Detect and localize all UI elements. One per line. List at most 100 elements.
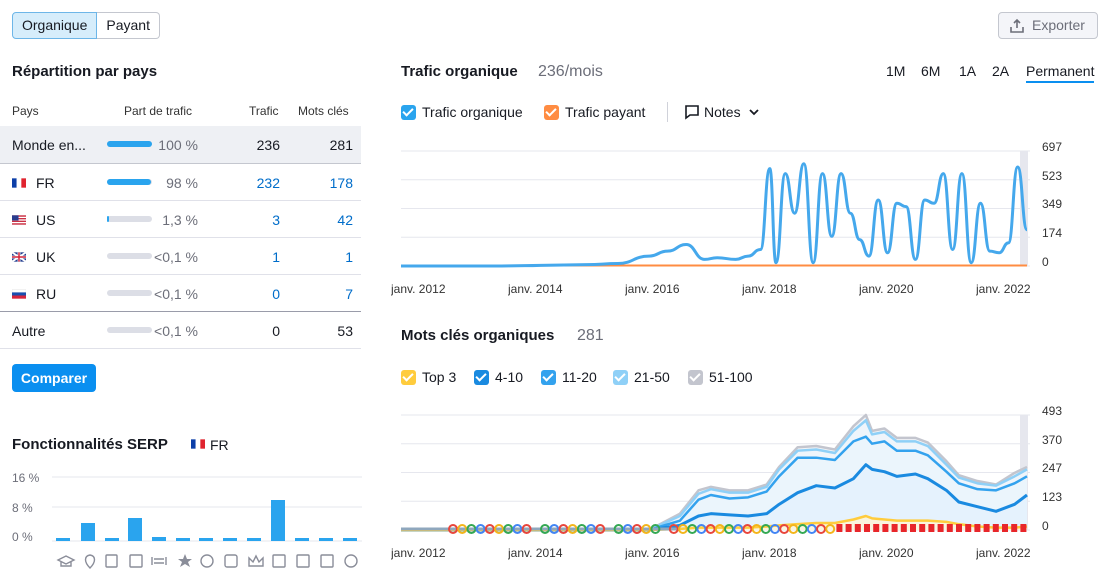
google-update-marker[interactable] [705,524,716,534]
google-update-marker[interactable] [540,524,550,534]
serp-bar[interactable] [223,538,237,541]
serp-update-marker[interactable] [864,524,870,532]
serp-bar[interactable] [128,518,142,541]
google-update-marker[interactable] [668,524,679,534]
keywords-link[interactable]: 178 [329,175,353,191]
serp-bar[interactable] [247,538,261,541]
google-update-marker[interactable] [678,524,688,534]
serp-update-marker[interactable] [974,524,981,532]
keywords-link[interactable]: 7 [345,286,353,302]
serp-update-marker[interactable] [946,524,953,532]
keywords-link[interactable]: 1 [345,249,353,265]
star-icon[interactable] [178,554,192,567]
google-update-marker[interactable] [521,524,532,534]
compare-button[interactable]: Comparer [12,364,96,392]
serp-update-marker[interactable] [1011,524,1018,532]
google-update-marker[interactable] [512,524,523,534]
checkbox-icon[interactable] [401,369,416,385]
serp-update-marker[interactable] [873,524,880,532]
traffic-link[interactable]: 0 [272,286,280,302]
google-update-marker[interactable] [484,524,495,534]
period-permanent[interactable]: Permanent [1026,63,1095,83]
google-update-marker[interactable] [687,524,698,534]
organic-traffic-line[interactable] [401,162,1029,268]
google-update-marker[interactable] [742,524,753,534]
serp-bar[interactable] [343,538,357,541]
checkbox-icon[interactable] [401,104,416,120]
col-traffic[interactable]: Trafic [249,104,279,118]
serp-update-marker[interactable] [965,524,972,532]
graduation-cap-icon[interactable] [56,555,76,567]
checkbox-icon[interactable] [474,369,489,385]
legend-paid-traffic[interactable]: Trafic payant [544,104,645,120]
google-update-marker[interactable] [613,524,624,534]
serp-bar[interactable] [152,537,166,541]
kw-4-10-line[interactable] [401,463,1028,532]
kw-51-100-line[interactable] [401,413,1028,532]
google-update-marker[interactable] [494,524,504,534]
col-keywords[interactable]: Mots clés [298,104,349,118]
google-update-marker[interactable] [806,524,817,534]
question-icon[interactable] [344,554,358,568]
serp-update-marker[interactable] [845,524,852,532]
table-row-world[interactable]: Monde en... 100 % 236 281 [0,126,361,164]
google-update-marker[interactable] [724,524,734,534]
export-button[interactable]: Exporter [998,12,1098,39]
serp-update-marker[interactable] [928,524,935,532]
google-update-marker[interactable] [825,524,836,534]
google-update-marker[interactable] [714,524,725,534]
legend-top3[interactable]: Top 3 [401,369,456,385]
kw-top3-line[interactable] [401,514,1028,532]
serp-update-marker[interactable] [854,524,861,532]
table-row-ru[interactable]: RU <0,1 % 0 7 [0,275,361,312]
serp-bar[interactable] [295,538,309,541]
link-icon[interactable] [151,557,167,565]
video-icon[interactable] [224,554,238,568]
google-update-marker[interactable] [503,524,514,534]
image-icon[interactable] [272,554,286,568]
serp-update-marker[interactable] [910,524,916,532]
traffic-link[interactable]: 1 [272,249,280,265]
serp-update-marker[interactable] [919,524,926,532]
checkbox-icon[interactable] [613,369,628,385]
serp-update-marker[interactable] [1002,524,1008,532]
serp-update-marker[interactable] [937,524,944,532]
google-update-marker[interactable] [558,524,569,534]
serp-update-marker[interactable] [956,524,962,532]
table-row-uk[interactable]: UK <0,1 % 1 1 [0,238,361,275]
table-row-us[interactable]: US 1,3 % 3 42 [0,201,361,238]
serp-update-marker[interactable] [836,524,843,532]
legend-51-100[interactable]: 51-100 [688,369,753,385]
traffic-link[interactable]: 232 [256,175,280,191]
checkbox-icon[interactable] [688,369,703,385]
serp-bar[interactable] [176,538,190,541]
google-update-marker[interactable] [770,524,780,534]
table-row-fr[interactable]: FR 98 % 232 178 [0,164,361,201]
serp-bar[interactable] [56,538,70,541]
organic-toggle-button[interactable]: Organique [12,12,98,39]
google-update-marker[interactable] [586,524,596,534]
google-update-marker[interactable] [788,524,799,534]
google-update-marker[interactable] [549,524,560,534]
google-update-marker[interactable] [595,524,606,534]
serp-update-marker[interactable] [992,524,999,532]
serp-bar[interactable] [271,500,285,541]
faq-chat-icon[interactable] [320,554,334,568]
serp-bar[interactable] [81,523,95,541]
google-update-marker[interactable] [816,524,826,534]
period-2a[interactable]: 2A [992,63,1010,79]
google-update-marker[interactable] [576,524,587,534]
crown-icon[interactable] [248,554,264,567]
serp-bar[interactable] [319,538,333,541]
google-update-marker[interactable] [466,524,477,534]
news-icon[interactable] [105,554,118,568]
kw-11-20-line[interactable] [401,435,1028,532]
checkbox-icon[interactable] [544,104,559,120]
notes-dropdown[interactable]: Notes [684,104,761,120]
google-update-marker[interactable] [650,524,661,534]
checkbox-icon[interactable] [541,369,556,385]
serp-bar[interactable] [199,538,213,541]
google-update-marker[interactable] [797,524,808,534]
google-update-marker[interactable] [760,524,771,534]
